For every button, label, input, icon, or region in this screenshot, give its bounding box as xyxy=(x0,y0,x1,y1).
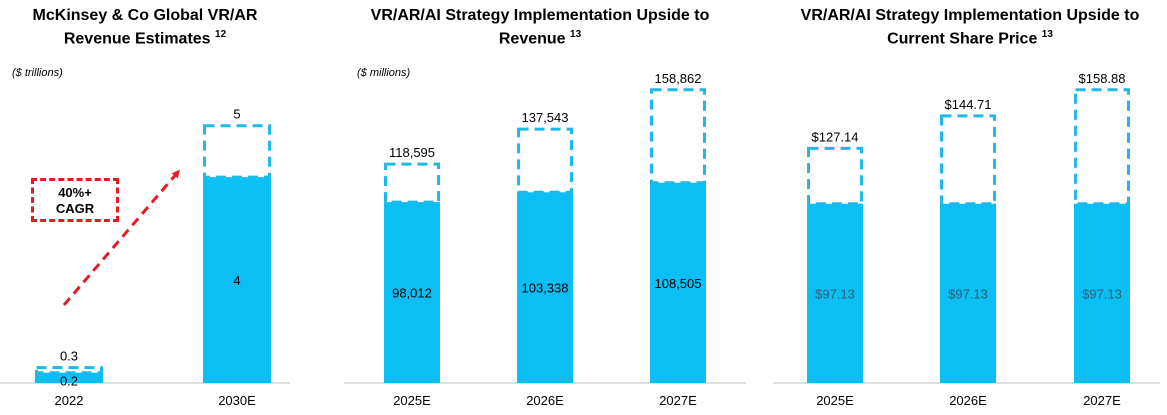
chart1-category-label-2030E: 2030E xyxy=(218,393,256,408)
chart2-total-label-2026E: 137,543 xyxy=(522,110,569,125)
chart1-total-label-2022: 0.3 xyxy=(60,349,78,364)
chart2-category-label-2027E: 2027E xyxy=(659,393,697,408)
chart3-value-label-2026E: $97.13 xyxy=(948,286,988,301)
chart3-total-label-2027E: $158.88 xyxy=(1079,71,1126,86)
chart1-title-line2: Revenue Estimates xyxy=(63,30,211,48)
chart2-bar-solid-2025E xyxy=(384,202,440,383)
chart3-value-label-2025E: $97.13 xyxy=(815,286,855,301)
chart2-footnote: 13 xyxy=(570,29,582,40)
chart1-footnote: 12 xyxy=(215,29,227,40)
chart2-value-label-2027E: 108,505 xyxy=(655,276,702,291)
chart3-total-label-2026E: $144.71 xyxy=(945,97,992,112)
chart3-bar-solid-2026E xyxy=(940,203,996,383)
chart3-footnote: 13 xyxy=(1041,29,1053,40)
chart2-total-label-2025E: 118,595 xyxy=(389,145,435,160)
chart2-title: VR/AR/AI Strategy Implementation Upside … xyxy=(330,6,750,48)
chart1-bar-solid-2030E xyxy=(203,177,271,383)
chart2-title-line1: VR/AR/AI Strategy Implementation Upside … xyxy=(370,7,710,24)
chart2-bar-upside-2025E xyxy=(384,162,440,204)
chart3-title-line1: VR/AR/AI Strategy Implementation Upside … xyxy=(800,7,1140,24)
chart1-bar-solid-2022 xyxy=(35,372,103,383)
chart2-bar-upside-2026E xyxy=(517,127,573,194)
chart3-title: VR/AR/AI Strategy Implementation Upside … xyxy=(760,6,1167,48)
chart2-title-line2: Revenue xyxy=(498,30,566,48)
chart3-bar-solid-2025E xyxy=(807,203,863,383)
chart1-bar-upside-2030E xyxy=(203,124,271,179)
chart1-bar-upside-2022 xyxy=(35,366,103,375)
chart1-value-label-2022: 0.2 xyxy=(60,374,78,389)
chart1-category-label-2022: 2022 xyxy=(55,393,84,408)
chart2-value-label-2026E: 103,338 xyxy=(522,281,569,296)
chart2-value-label-2025E: 98,012 xyxy=(392,286,432,301)
chart3-value-label-2027E: $97.13 xyxy=(1082,286,1122,301)
cagr-annotation: 40%+ CAGR xyxy=(31,178,119,222)
cagr-line1: 40%+ xyxy=(58,185,92,200)
chart2-category-label-2025E: 2025E xyxy=(393,393,431,408)
chart2-bar-solid-2026E xyxy=(517,192,573,383)
chart3-category-label-2025E: 2025E xyxy=(816,393,854,408)
chart2-total-label-2027E: 158,862 xyxy=(655,71,702,86)
chart2-category-label-2026E: 2026E xyxy=(526,393,564,408)
chart3-category-label-2027E: 2027E xyxy=(1083,393,1121,408)
chart2-bar-upside-2027E xyxy=(650,88,706,185)
chart3-bar-upside-2026E xyxy=(940,114,996,206)
chart2-unit: ($ millions) xyxy=(357,67,411,79)
chart1-total-label-2030E: 5 xyxy=(233,107,240,122)
chart3-total-label-2025E: $127.14 xyxy=(812,129,859,144)
chart1-title: McKinsey & Co Global VR/AR Revenue Estim… xyxy=(0,6,290,48)
chart3-bar-solid-2027E xyxy=(1074,203,1130,383)
chart1-title-line1: McKinsey & Co Global VR/AR xyxy=(32,7,258,24)
chart1-unit: ($ trillions) xyxy=(12,67,63,79)
chart3-category-label-2026E: 2026E xyxy=(949,393,987,408)
chart2-bar-solid-2027E xyxy=(650,182,706,383)
cagr-line2: CAGR xyxy=(55,201,95,216)
chart3-bar-upside-2025E xyxy=(807,146,863,206)
chart1-value-label-2030E: 4 xyxy=(233,273,240,288)
chart3-title-line2: Current Share Price xyxy=(887,30,1038,48)
chart3-bar-upside-2027E xyxy=(1074,88,1130,206)
